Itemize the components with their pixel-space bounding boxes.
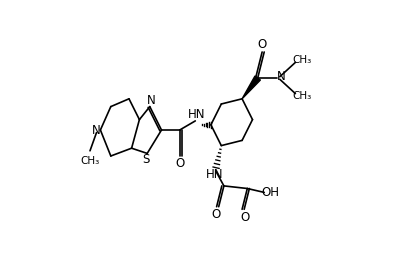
Text: HN: HN xyxy=(206,168,223,181)
Text: N: N xyxy=(146,94,155,107)
Text: O: O xyxy=(240,211,249,224)
Text: CH₃: CH₃ xyxy=(292,55,311,65)
Polygon shape xyxy=(242,76,260,99)
Text: N: N xyxy=(276,70,285,83)
Text: O: O xyxy=(211,208,220,221)
Text: S: S xyxy=(142,153,149,166)
Text: OH: OH xyxy=(261,186,279,199)
Text: CH₃: CH₃ xyxy=(292,91,311,101)
Text: HN: HN xyxy=(188,108,205,121)
Text: O: O xyxy=(256,38,266,51)
Text: N: N xyxy=(92,124,101,136)
Text: CH₃: CH₃ xyxy=(80,156,100,166)
Text: O: O xyxy=(175,157,184,170)
